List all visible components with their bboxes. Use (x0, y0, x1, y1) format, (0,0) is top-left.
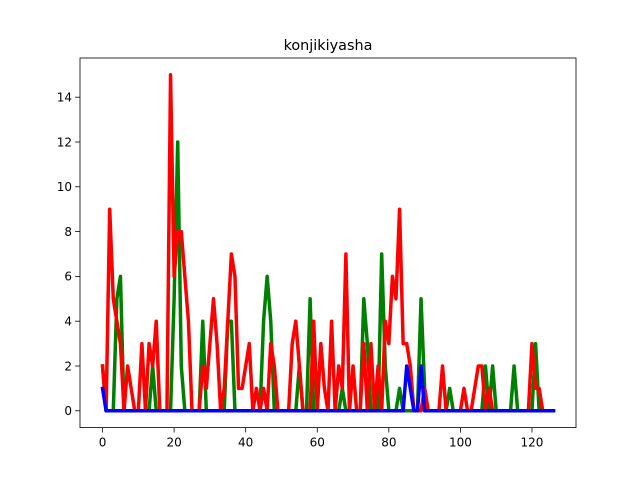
series-line-3 (100, 364, 556, 413)
x-tick-label: 60 (310, 436, 325, 450)
x-axis: 0 20 40 60 80 100 120 (99, 427, 544, 450)
y-tick-label: 10 (57, 180, 72, 194)
x-tick-label: 20 (166, 436, 181, 450)
x-tick-label: 40 (238, 436, 253, 450)
x-tick-label: 120 (521, 436, 544, 450)
y-tick-label: 2 (64, 359, 72, 373)
y-tick-label: 14 (57, 91, 72, 105)
y-tick-label: 8 (64, 225, 72, 239)
y-tick-label: 12 (57, 135, 72, 149)
x-tick-label: 100 (449, 436, 472, 450)
series-layer (100, 73, 556, 413)
y-tick-label: 4 (64, 315, 72, 329)
y-tick-label: 0 (64, 404, 72, 418)
plot-frame (79, 57, 577, 429)
chart-title: konjikiyasha (284, 38, 373, 54)
x-tick-label: 80 (381, 436, 396, 450)
x-tick-label: 0 (99, 436, 107, 450)
y-tick-label: 6 (64, 270, 72, 284)
y-axis: 0 2 4 6 8 10 12 14 (57, 91, 80, 418)
